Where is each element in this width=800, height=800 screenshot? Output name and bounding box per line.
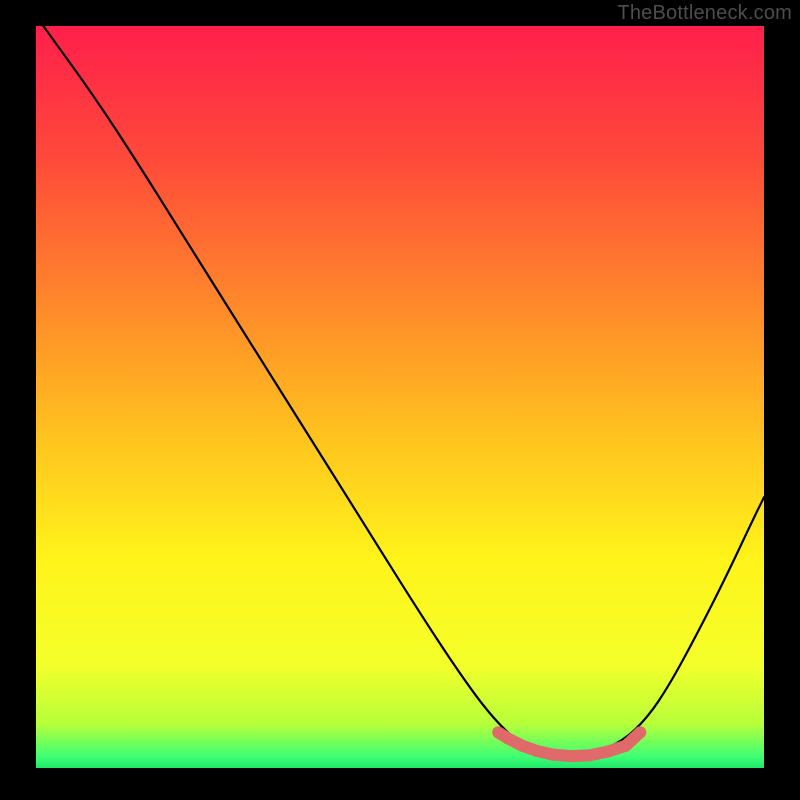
marker-dot [516, 740, 528, 752]
marker-dot [565, 750, 577, 762]
marker-dot [601, 746, 613, 758]
gradient-background [36, 26, 764, 768]
plot-area [36, 26, 764, 768]
marker-dot [531, 745, 543, 757]
watermark-text: TheBottleneck.com [617, 2, 792, 25]
marker-dot [583, 749, 595, 761]
chart-svg [36, 26, 764, 768]
chart-frame: TheBottleneck.com [0, 0, 800, 800]
marker-dot [620, 740, 632, 752]
marker-dot [547, 749, 559, 761]
marker-dot [502, 732, 514, 744]
marker-dot [634, 726, 646, 738]
